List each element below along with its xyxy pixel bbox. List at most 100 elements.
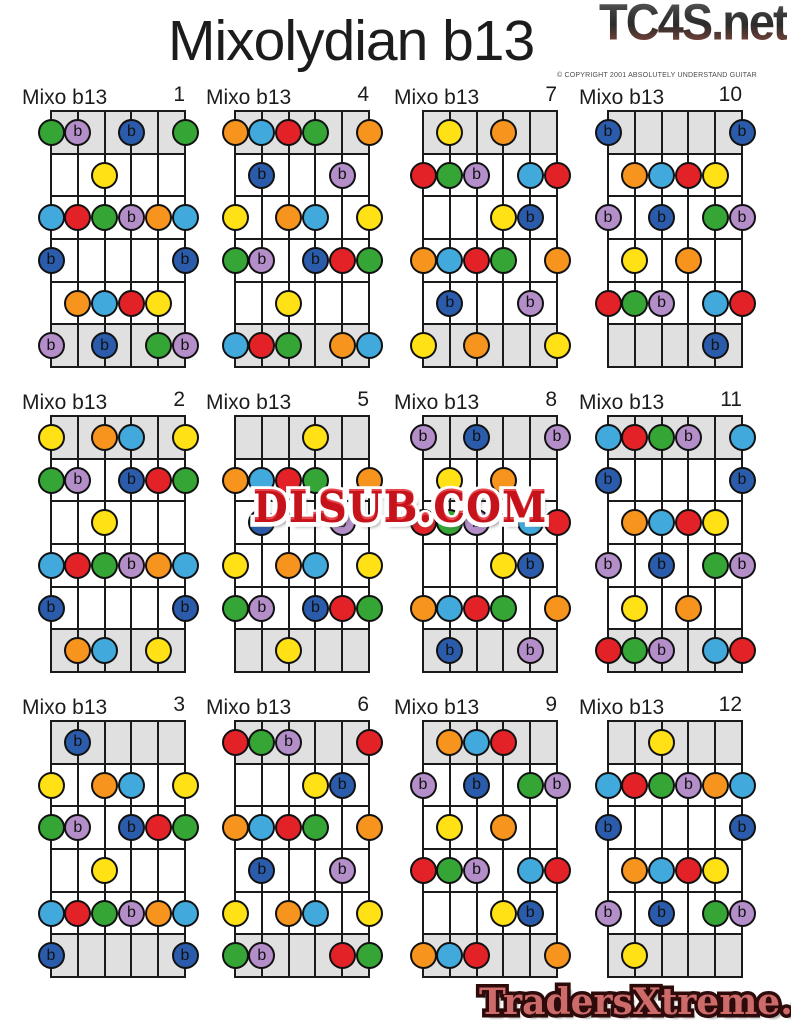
shaded-fret-band [608,111,742,154]
note-dot-purple-flat: b [328,161,356,189]
fret-line [234,110,370,112]
note-dot-green [248,728,276,756]
string-line [314,110,317,368]
diagram-label: Mixo b13 [394,86,480,109]
note-dot-orange [221,814,249,842]
flat-label: b [46,251,56,269]
fret-line [607,152,743,155]
string-line [260,415,263,673]
string-line [184,415,186,673]
note-dot-orange [543,246,571,274]
note-dot-green [144,332,172,360]
string-line [422,720,424,978]
fret-line [422,238,558,240]
note-dot-purple-flat: b [463,509,491,537]
flat-label: b [657,208,667,226]
note-dot-blue [516,509,544,537]
fret-line [422,543,558,545]
string-line [502,720,505,978]
note-dot-navy-flat: b [171,594,199,622]
note-dot-navy-flat: b [171,246,199,274]
flat-label: b [126,123,136,141]
note-dot-blue [516,856,544,884]
note-dot-orange [489,118,517,146]
fret-line [607,195,743,198]
fret-line [50,457,186,460]
fret-line [607,543,743,545]
note-dot-purple-flat: b [463,161,491,189]
fret-line [422,720,558,722]
string-line [368,110,370,368]
fretboard: b b b b b [37,415,199,673]
flat-label: b [525,556,535,574]
fret-line [422,500,558,503]
note-dot-blue [463,728,491,756]
note-dot-yellow [489,551,517,579]
flat-label: b [525,208,535,226]
string-line [502,415,505,673]
note-dot-purple-flat: b [117,204,145,232]
note-dot-blue [37,899,65,927]
note-dot-blue [301,899,329,927]
string-line [714,415,717,673]
note-dot-blue [648,161,676,189]
note-dot-navy-flat: b [248,856,276,884]
note-dot-red [64,204,92,232]
note-dot-green [171,814,199,842]
fret-position-number: 1 [173,83,185,106]
flat-label: b [418,428,428,446]
string-line [76,110,79,368]
note-dot-green [701,551,729,579]
fret-line [607,805,743,808]
note-dot-yellow [489,899,517,927]
string-line [660,110,663,368]
note-dot-orange [144,551,172,579]
note-dot-orange [436,728,464,756]
center-watermark-outline: DLSUB.COM [248,478,550,537]
note-dot-blue [701,637,729,665]
note-dot-green [436,509,464,537]
fretboard: b b b b [221,110,383,368]
bottom-watermark-text: TradersXtreme.com [479,981,791,1023]
string-line [529,415,532,673]
string-line [607,720,609,978]
note-dot-red [275,814,303,842]
note-dot-blue [171,899,199,927]
fret-line [607,457,743,460]
note-dot-purple-flat: b [275,728,303,756]
string-line [50,720,52,978]
note-dot-red [144,814,172,842]
fret-line [234,976,370,978]
note-dot-blue [436,942,464,970]
flat-label: b [257,599,267,616]
fret-line [234,543,370,545]
string-line [103,720,106,978]
note-dot-purple-flat: b [409,423,437,451]
string-line [76,720,79,978]
note-dot-red [463,246,491,274]
fretboard: b b b b b b b b [37,110,199,368]
note-dot-yellow [409,332,437,360]
fret-line [422,890,558,893]
note-dot-red [728,289,756,317]
flat-label: b [337,166,347,183]
page-title: Mixolydian b13 [168,9,535,73]
fret-line [50,848,186,850]
note-dot-blue [171,551,199,579]
flat-label: b [603,123,613,141]
note-dot-orange [409,942,437,970]
note-dot-red [489,728,517,756]
flat-label: b [180,336,190,354]
note-dot-yellow [171,771,199,799]
note-dot-navy-flat: b [701,332,729,360]
string-line [314,415,317,673]
note-dot-navy-flat: b [594,466,622,494]
scale-diagram-10: Mixo b13 10 b b b b b b b [577,83,767,368]
note-dot-yellow [543,332,571,360]
flat-label: b [126,471,136,488]
string-line [660,720,663,978]
note-dot-orange [463,332,491,360]
note-dot-yellow [275,289,303,317]
string-line [687,110,690,368]
